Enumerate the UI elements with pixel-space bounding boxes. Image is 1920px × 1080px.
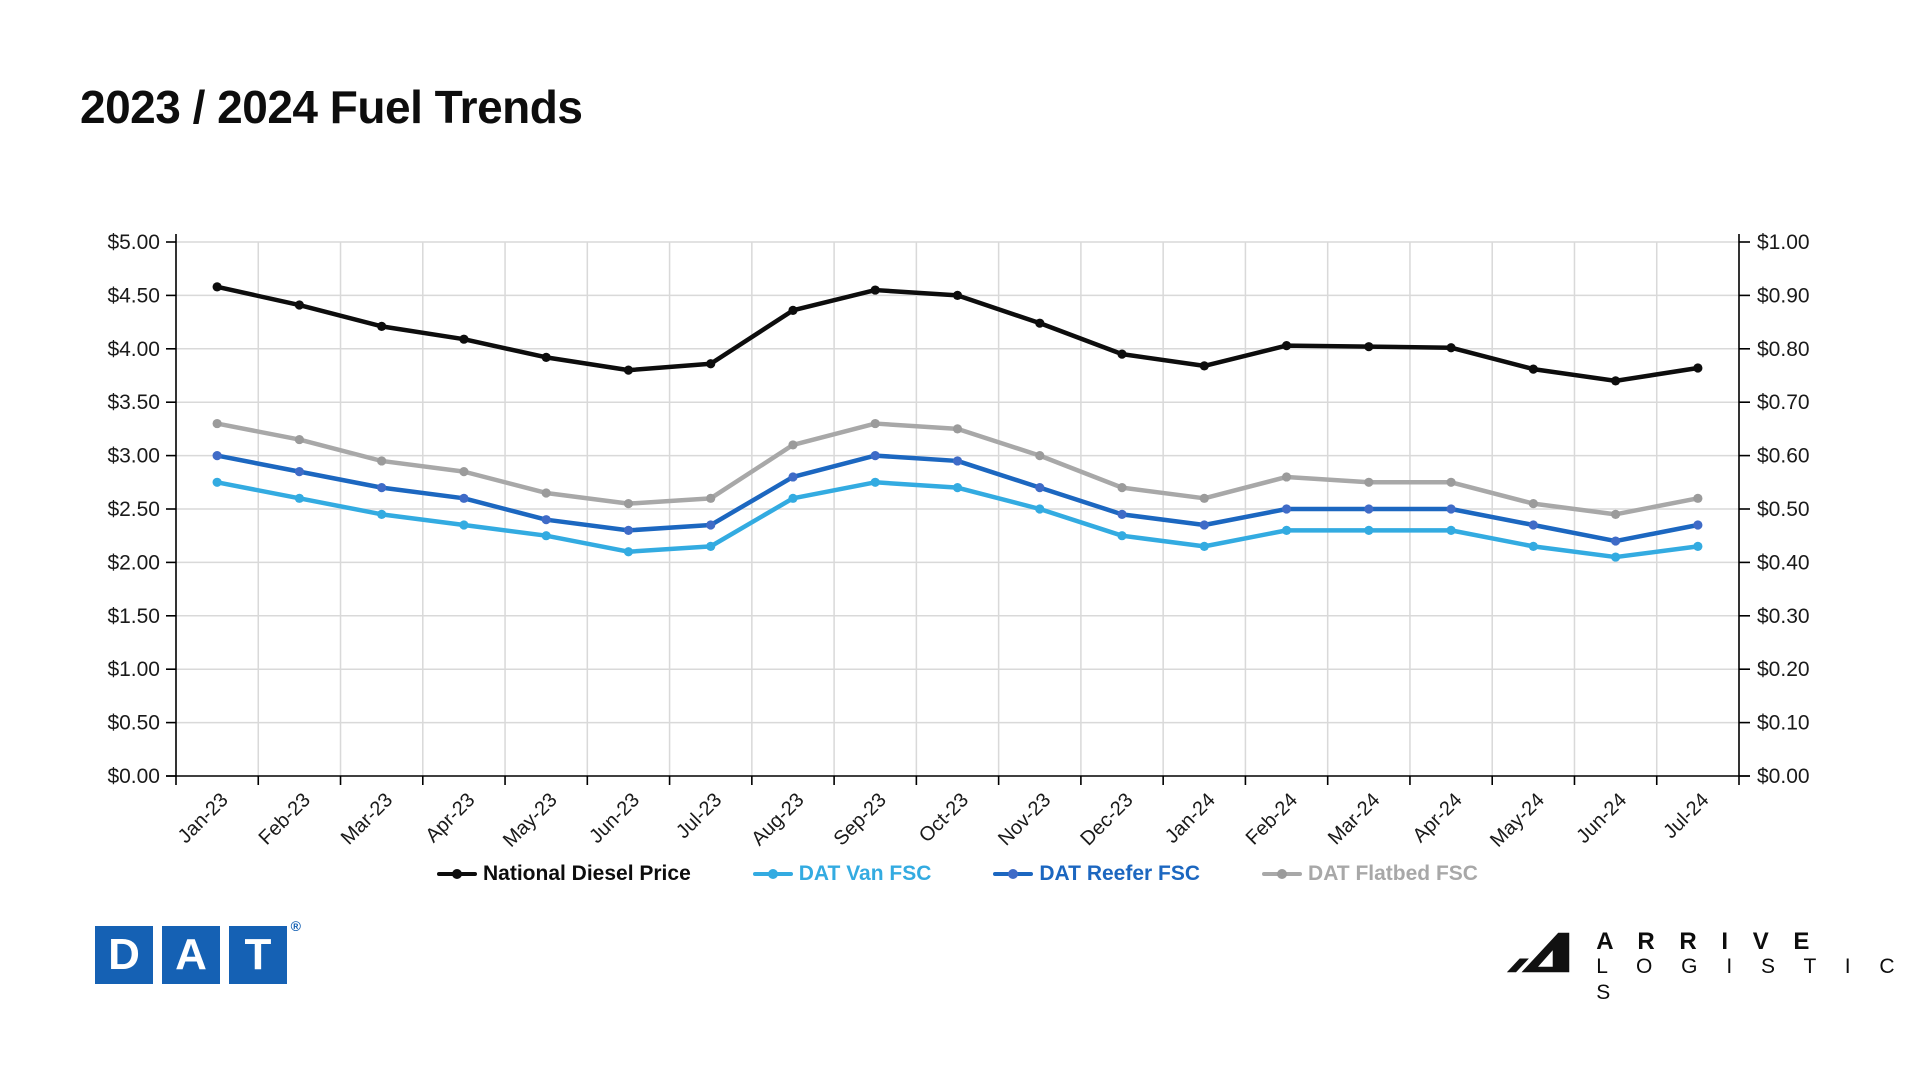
arrive-logo-line2: L O G I S T I C S xyxy=(1596,955,1907,1005)
svg-text:Nov-23: Nov-23 xyxy=(994,789,1055,850)
legend-marker-dat-reefer-fsc-icon xyxy=(993,869,1034,879)
series-dat-reefer-fsc xyxy=(212,451,1703,546)
svg-text:$4.00: $4.00 xyxy=(107,338,160,361)
svg-text:Jul-24: Jul-24 xyxy=(1659,789,1713,843)
svg-text:$0.90: $0.90 xyxy=(1757,284,1810,307)
svg-text:$1.00: $1.00 xyxy=(107,658,160,681)
svg-text:$4.50: $4.50 xyxy=(107,284,160,307)
dat-logo: D A T ® xyxy=(95,918,301,984)
svg-text:$0.50: $0.50 xyxy=(1757,498,1810,521)
arrive-logo-line1: A R R I V E xyxy=(1596,928,1819,955)
x-axis-labels: Jan-23 Feb-23 Mar-23 Apr-23 May-23 Jun-23 Jul-… xyxy=(174,789,1714,852)
svg-text:$0.00: $0.00 xyxy=(1757,765,1810,788)
svg-text:$0.50: $0.50 xyxy=(107,712,160,735)
page-title: 2023 / 2024 Fuel Trends xyxy=(80,81,583,133)
svg-text:$1.50: $1.50 xyxy=(107,605,160,628)
svg-text:Jan-23: Jan-23 xyxy=(174,789,233,848)
svg-text:Jun-23: Jun-23 xyxy=(585,789,644,848)
svg-text:May-23: May-23 xyxy=(499,789,562,852)
legend-label-dat-reefer-fsc: DAT Reefer FSC xyxy=(1039,862,1201,885)
gridlines xyxy=(176,241,1739,776)
svg-text:$2.50: $2.50 xyxy=(107,498,160,521)
svg-text:Apr-24: Apr-24 xyxy=(1409,789,1467,847)
svg-text:Jul-23: Jul-23 xyxy=(672,789,726,843)
svg-text:Jun-24: Jun-24 xyxy=(1572,789,1631,848)
dat-logo-letter-d: D xyxy=(95,926,153,984)
svg-text:Sep-23: Sep-23 xyxy=(830,789,891,850)
svg-text:Mar-23: Mar-23 xyxy=(337,789,397,849)
svg-text:Feb-23: Feb-23 xyxy=(255,789,315,849)
left-axis-labels: $5.00 $4.50 $4.00 $3.50 $3.00 $2.50 $2.00 $1.50… xyxy=(107,231,160,788)
svg-text:$0.60: $0.60 xyxy=(1757,445,1810,468)
legend-item-dat-flatbed-fsc: DAT Flatbed FSC xyxy=(1262,862,1478,886)
dat-logo-letter-a: A xyxy=(162,926,220,984)
svg-text:$2.00: $2.00 xyxy=(107,551,160,574)
chart-legend: National Diesel Price DAT Van FSC DAT Reef… xyxy=(176,862,1739,886)
svg-text:$0.80: $0.80 xyxy=(1757,338,1810,361)
svg-text:$0.30: $0.30 xyxy=(1757,605,1810,628)
svg-text:$3.00: $3.00 xyxy=(107,445,160,468)
legend-item-dat-reefer-fsc: DAT Reefer FSC xyxy=(993,862,1200,886)
legend-item-national-diesel-price: National Diesel Price xyxy=(437,862,691,886)
svg-text:Feb-24: Feb-24 xyxy=(1242,789,1302,849)
svg-text:Mar-24: Mar-24 xyxy=(1324,789,1384,849)
series-dat-van-fsc xyxy=(212,477,1703,562)
svg-text:Jan-24: Jan-24 xyxy=(1161,789,1220,848)
dat-logo-letter-t-glyph: T xyxy=(244,930,272,979)
registered-mark-icon: ® xyxy=(290,918,301,934)
legend-item-dat-van-fsc: DAT Van FSC xyxy=(752,862,932,886)
svg-text:Apr-23: Apr-23 xyxy=(421,789,479,847)
svg-text:Aug-23: Aug-23 xyxy=(747,789,808,850)
svg-text:$0.40: $0.40 xyxy=(1757,551,1810,574)
svg-text:$0.10: $0.10 xyxy=(1757,712,1810,735)
svg-text:$0.70: $0.70 xyxy=(1757,391,1810,414)
legend-marker-dat-flatbed-fsc-icon xyxy=(1262,869,1303,879)
svg-text:$0.20: $0.20 xyxy=(1757,658,1810,681)
svg-text:$0.00: $0.00 xyxy=(107,765,160,788)
legend-marker-dat-van-fsc-icon xyxy=(752,869,793,879)
right-axis-labels: $1.00 $0.90 $0.80 $0.70 $0.60 $0.50 $0.40 $0.30… xyxy=(1757,231,1810,788)
series-dat-flatbed-fsc xyxy=(212,418,1703,519)
arrive-logo-text: A R R I V E L O G I S T I C S xyxy=(1596,930,1920,1007)
svg-text:$3.50: $3.50 xyxy=(107,391,160,414)
legend-label-dat-van-fsc: DAT Van FSC xyxy=(798,862,932,885)
series-national-diesel-price xyxy=(212,282,1703,386)
arrive-a-mark-icon xyxy=(1506,932,1570,973)
svg-text:May-24: May-24 xyxy=(1486,789,1549,852)
legend-label-national-diesel-price: National Diesel Price xyxy=(483,862,691,885)
svg-text:$1.00: $1.00 xyxy=(1757,231,1810,254)
arrive-logistics-logo: A R R I V E L O G I S T I C S xyxy=(1505,928,1920,1007)
svg-text:$5.00: $5.00 xyxy=(107,231,160,254)
svg-text:Dec-23: Dec-23 xyxy=(1076,789,1137,850)
svg-text:Oct-23: Oct-23 xyxy=(915,789,973,847)
legend-marker-national-diesel-price-icon xyxy=(437,869,477,879)
legend-label-dat-flatbed-fsc: DAT Flatbed FSC xyxy=(1308,862,1478,885)
axes xyxy=(166,234,1750,785)
dat-logo-letter-t: T ® xyxy=(229,918,301,984)
